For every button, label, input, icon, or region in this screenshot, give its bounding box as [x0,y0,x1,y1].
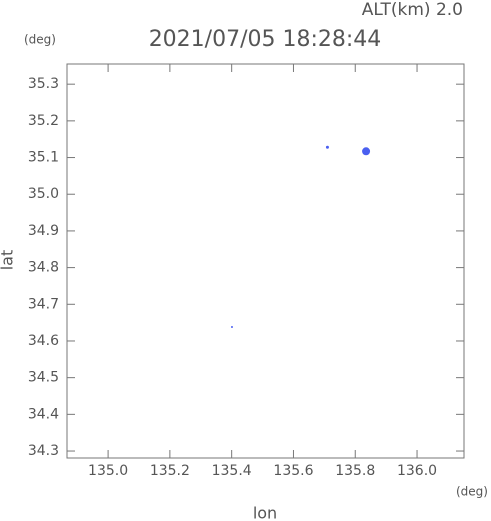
y-tick-label: 35.3 [28,76,59,92]
y-tick-label: 35.2 [28,113,59,129]
y-tick-label: 34.4 [28,406,59,422]
y-unit: (deg) [24,33,56,47]
point [325,145,329,149]
x-tick-label: 135.8 [335,463,375,479]
x-tick-label: 136.0 [397,463,437,479]
y-tick-label: 34.5 [28,370,59,386]
x-tick-label: 135.6 [273,463,313,479]
y-tick-label: 35.1 [28,150,59,166]
y-tick-label: 34.6 [28,333,59,349]
point [230,326,233,329]
y-tick-label: 34.9 [28,223,59,239]
y-tick-label: 34.7 [28,296,59,312]
x-axis-label: lon [253,504,277,521]
y-tick-label: 34.3 [28,443,59,459]
x-unit: (deg) [456,485,488,499]
chart-title: 2021/07/05 18:28:44 [149,27,382,52]
x-tick-label: 135.2 [150,463,190,479]
point [362,147,371,156]
chart-subtitle: ALT(km) 2.0 [362,0,463,20]
y-axis-label: lat [0,250,17,271]
x-tick-label: 135.4 [212,463,252,479]
plot-frame [66,63,465,459]
x-tick-label: 135.0 [88,463,128,479]
y-tick-label: 35.0 [28,186,59,202]
y-tick-label: 34.8 [28,260,59,276]
